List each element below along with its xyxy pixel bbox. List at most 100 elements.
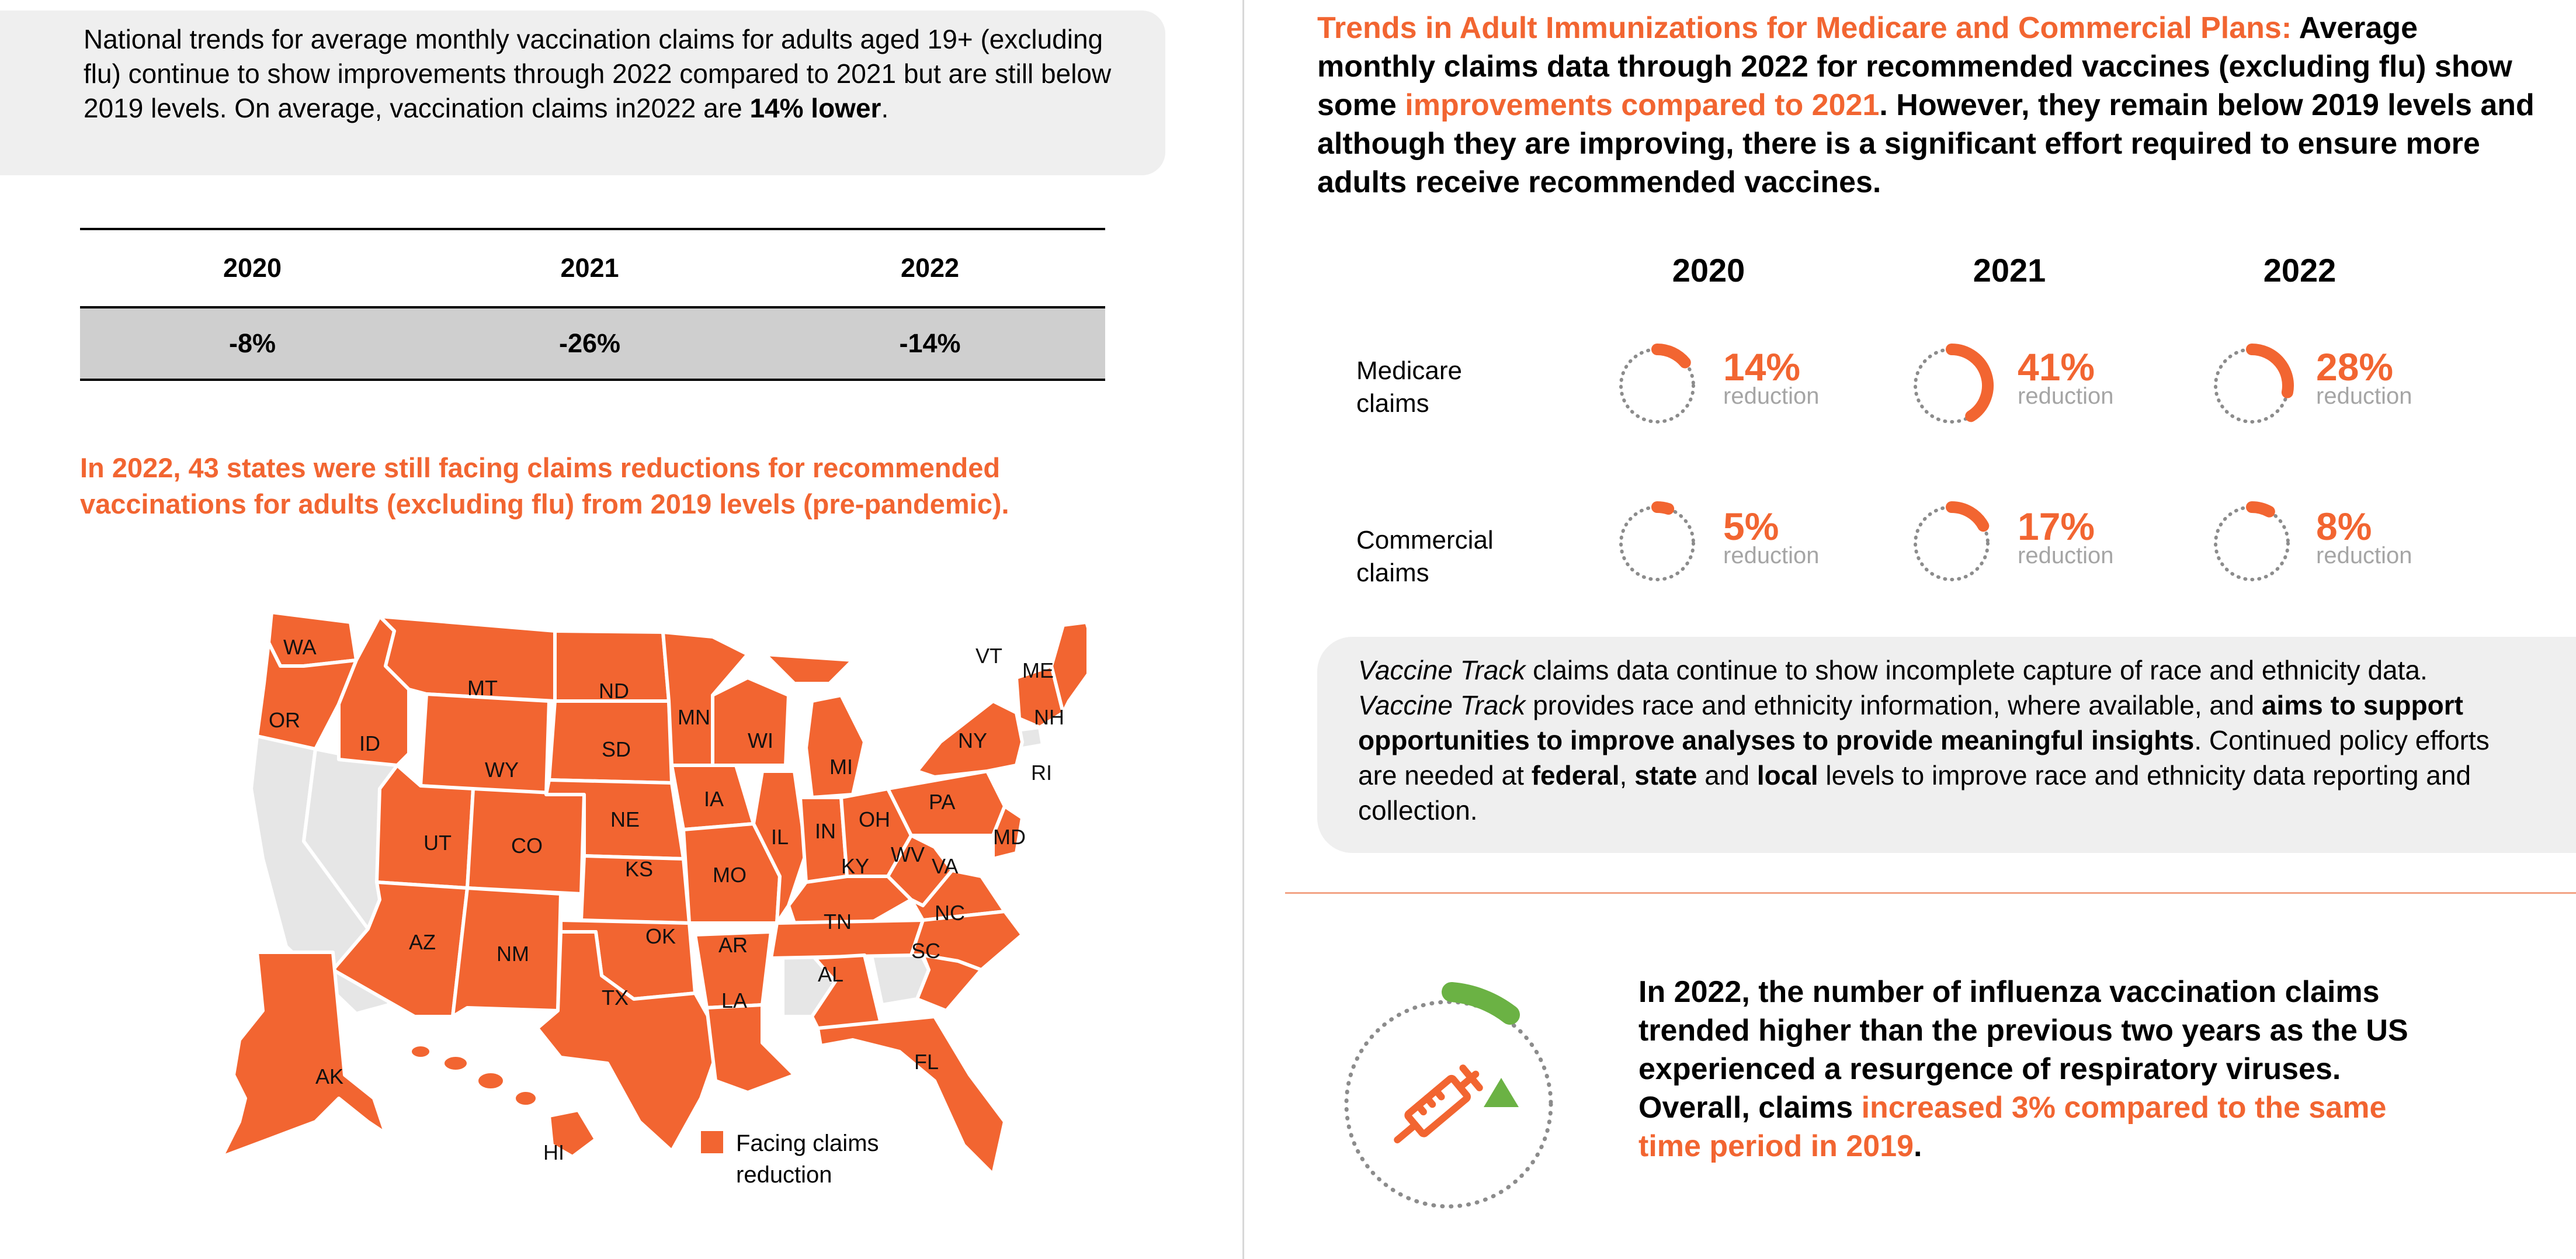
state-sc — [915, 953, 983, 1012]
label-VA: VA — [932, 854, 958, 878]
donut-arc — [2246, 344, 2294, 398]
trend-table: 2020 2021 2022 -8% -26% -14% — [80, 228, 1105, 381]
label-CO: CO — [511, 834, 543, 858]
label-RI: RI — [1031, 761, 1052, 785]
donut-arc — [1946, 344, 1994, 422]
donut-track — [2214, 505, 2290, 581]
label-AR: AR — [718, 933, 748, 957]
table-header-2022: 2022 — [900, 253, 960, 283]
commercial-2021-sub: reduction — [2018, 543, 2114, 568]
medicare-2020-stat: 14% reduction — [1723, 345, 1820, 410]
flu-text: In 2022, the number of influenza vaccina… — [1638, 975, 2408, 1163]
vertical-divider — [1242, 0, 1244, 1259]
national-trends-text: National trends for average monthly vacc… — [84, 24, 1112, 123]
medicare-2022-sub: reduction — [2316, 383, 2412, 409]
donut-arc — [1651, 344, 1691, 369]
label-SC: SC — [911, 939, 940, 963]
commercial-2020-pct: 5% — [1723, 505, 1779, 548]
state-il — [752, 769, 808, 925]
state-hi-2 — [441, 1053, 470, 1073]
label-MN: MN — [678, 705, 710, 729]
year-heading-2020: 2020 — [1672, 252, 1745, 289]
row-label-medicare: Medicare claims — [1356, 356, 1462, 418]
commercial-2022-pct: 8% — [2316, 505, 2372, 548]
table-value-2022: -14% — [899, 328, 961, 358]
label-OR: OR — [269, 708, 300, 732]
label-ME: ME — [1022, 658, 1054, 682]
table-header-row: 2020 2021 2022 — [80, 228, 1105, 308]
state-tx — [536, 930, 723, 1153]
medicare-2020-pct: 14% — [1723, 345, 1801, 389]
label-NC: NC — [935, 901, 965, 925]
medicare-2021-sub: reduction — [2018, 383, 2114, 409]
table-header-2020: 2020 — [223, 253, 282, 283]
label-IA: IA — [704, 787, 724, 811]
state-ak — [220, 951, 387, 1159]
label-LA: LA — [721, 989, 747, 1012]
table-row: -8% -26% -14% — [80, 308, 1105, 381]
state-fl — [816, 1015, 1006, 1176]
state-ny — [915, 699, 1024, 779]
label-SD: SD — [602, 737, 631, 761]
legend-label: Facing claims reduction — [736, 1130, 879, 1188]
row-label-commercial: Commercial claims — [1356, 526, 1494, 587]
table-value-2020: -8% — [228, 328, 276, 358]
us-map: WA OR ID MT WY ND SD NE MN WI MI IA IL I… — [220, 611, 1086, 1176]
table-header-2021: 2021 — [560, 253, 619, 283]
label-ID: ID — [359, 731, 380, 755]
syringe-icon — [1394, 1064, 1483, 1144]
label-NM: NM — [497, 942, 529, 966]
label-AL: AL — [818, 962, 843, 986]
label-IL: IL — [771, 825, 789, 849]
donut-commercial-2020 — [1619, 501, 1695, 581]
state-la — [705, 1003, 796, 1094]
donut-track — [1619, 505, 1695, 581]
race-ethnicity-callout — [1317, 637, 2576, 853]
label-VT: VT — [975, 644, 1002, 668]
label-FL: FL — [914, 1050, 939, 1074]
label-MD: MD — [993, 825, 1026, 849]
label-IN: IN — [815, 819, 836, 843]
label-NH: NH — [1034, 705, 1064, 729]
label-WV: WV — [891, 842, 925, 866]
label-HI: HI — [543, 1140, 564, 1164]
medicare-2022-pct: 28% — [2316, 345, 2394, 389]
donut-medicare-2020 — [1619, 344, 1695, 424]
label-WA: WA — [283, 635, 317, 659]
race-ethnicity-text: Vaccine Track claims data continue to sh… — [1358, 655, 2490, 826]
medicare-2021-pct: 41% — [2018, 345, 2095, 389]
donut-arc — [1946, 501, 1990, 532]
commercial-2022-sub: reduction — [2316, 543, 2412, 568]
label-OH: OH — [859, 807, 890, 831]
label-WY: WY — [485, 758, 519, 782]
label-AK: AK — [315, 1064, 343, 1088]
label-KS: KS — [625, 857, 653, 881]
commercial-2020-stat: 5% reduction — [1723, 504, 1820, 569]
label-ND: ND — [599, 679, 629, 703]
medicare-2022-stat: 28% reduction — [2316, 345, 2412, 410]
donut-arc — [1651, 501, 1675, 515]
state-vt-nh — [1015, 664, 1065, 729]
donut-commercial-2022 — [2214, 501, 2290, 581]
table-value-2021: -26% — [558, 328, 621, 358]
label-TX: TX — [602, 986, 629, 1010]
donut-medicare-2022 — [2214, 344, 2294, 424]
commercial-2021-stat: 17% reduction — [2018, 504, 2114, 569]
national-trends-callout — [0, 11, 1165, 175]
label-NE: NE — [610, 807, 640, 831]
label-PA: PA — [929, 790, 955, 814]
medicare-2021-stat: 41% reduction — [2018, 345, 2114, 410]
label-MO: MO — [713, 863, 747, 887]
donut-arc — [2246, 501, 2275, 518]
label-AZ: AZ — [409, 930, 436, 954]
state-me — [1050, 620, 1086, 715]
states-headline: In 2022, 43 states were still facing cla… — [80, 452, 1009, 519]
label-WI: WI — [748, 729, 773, 752]
label-MI: MI — [829, 755, 853, 779]
state-hi-4 — [512, 1088, 539, 1108]
label-NY: NY — [958, 729, 987, 752]
state-hi-1 — [408, 1043, 433, 1060]
flu-infographic — [1344, 982, 1553, 1209]
label-UT: UT — [423, 831, 452, 855]
right-title: Trends in Adult Immunizations for Medica… — [1317, 11, 2535, 199]
